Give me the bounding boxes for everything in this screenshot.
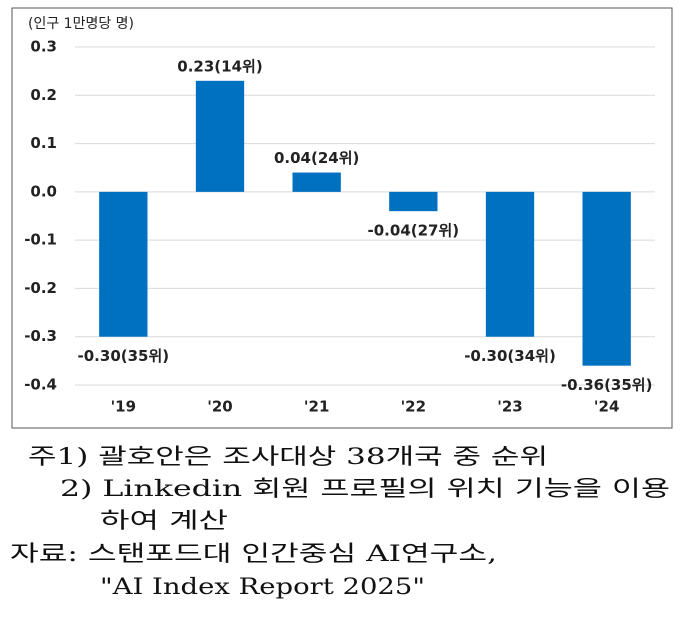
note-line: "AI Index Report 2025" — [100, 575, 425, 600]
value-label: 0.23(14위) — [177, 57, 262, 75]
bar — [485, 191, 535, 337]
y-tick-label: 0.1 — [30, 134, 57, 152]
value-label: 0.04(24위) — [274, 149, 359, 167]
y-tick-label: -0.3 — [24, 327, 57, 345]
note-line: 2) Linkedin 회원 프로필의 위치 기능을 이용 — [60, 477, 670, 502]
y-axis-unit: (인구 1만명당 명) — [28, 16, 134, 32]
x-tick-label: '19 — [111, 398, 136, 416]
y-tick-label: -0.2 — [24, 279, 57, 297]
note-line: 하여 계산 — [100, 509, 228, 534]
y-tick-label: 0.0 — [30, 182, 57, 200]
notes: 주1) 괄호안은 조사대상 38개국 중 순위 2) Linkedin 회원 프로… — [10, 445, 670, 600]
bar — [292, 172, 341, 192]
y-tick-label: 0.3 — [30, 38, 57, 56]
x-tick-label: '23 — [497, 398, 522, 416]
bar — [99, 191, 148, 337]
note-line: 주1) 괄호안은 조사대상 38개국 중 순위 — [28, 445, 548, 470]
value-label: -0.30(35위) — [78, 347, 170, 365]
value-label: -0.04(27위) — [368, 222, 460, 240]
value-label: -0.36(35위) — [561, 376, 653, 394]
y-tick-label: -0.1 — [24, 231, 57, 249]
y-tick-label: -0.4 — [24, 376, 57, 394]
value-label: -0.30(34위) — [464, 347, 556, 365]
y-tick-label: 0.2 — [30, 86, 57, 104]
x-tick-label: '21 — [304, 398, 329, 416]
x-tick-label: '20 — [207, 398, 232, 416]
x-tick-label: '22 — [401, 398, 426, 416]
x-tick-label: '24 — [594, 398, 619, 416]
bar — [195, 80, 245, 192]
note-line: 자료: 스탠포드대 인간중심 AI연구소, — [10, 542, 497, 567]
bar — [582, 191, 631, 366]
bar — [389, 191, 438, 212]
